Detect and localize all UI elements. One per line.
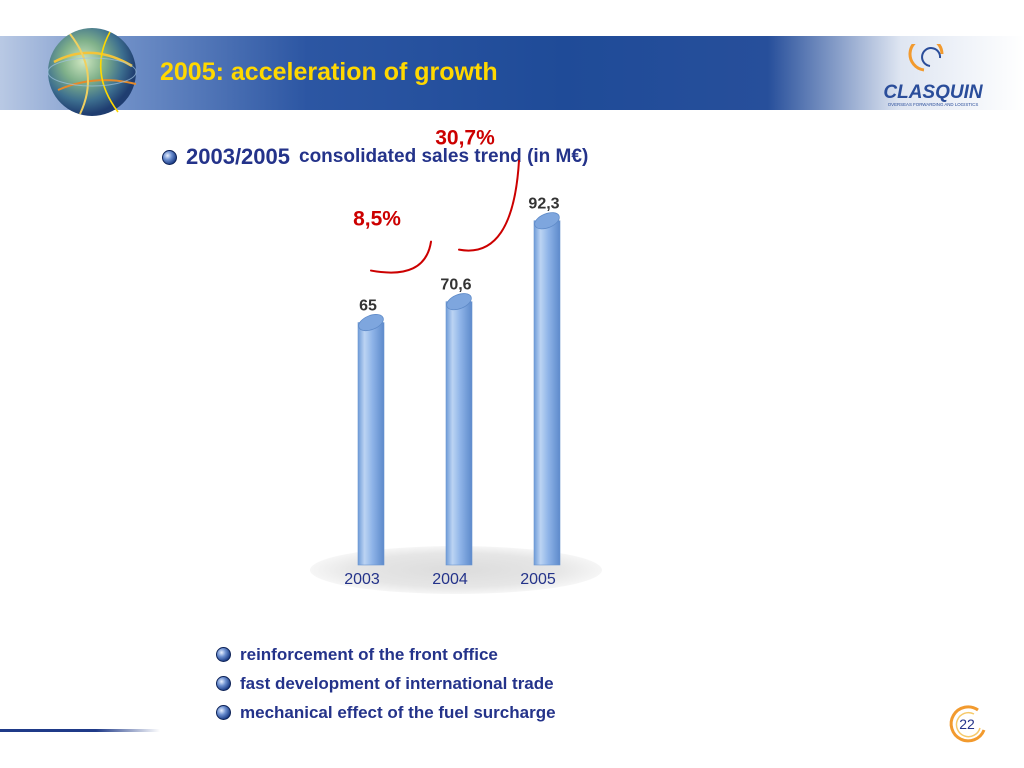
header-band xyxy=(0,36,1024,110)
value-label: 70,6 xyxy=(440,277,471,294)
page-swirl-icon xyxy=(949,705,986,743)
growth-arc xyxy=(458,159,520,252)
list-item: mechanical effect of the fuel surcharge xyxy=(216,698,556,727)
bar-2003 xyxy=(357,314,385,566)
bullet-icon xyxy=(216,647,231,662)
category-label: 2004 xyxy=(432,571,468,588)
value-label: 92,3 xyxy=(528,196,559,213)
bullet-text: mechanical effect of the fuel surcharge xyxy=(240,702,556,722)
bullet-icon xyxy=(216,705,231,720)
growth-label: 30,7% xyxy=(435,127,495,150)
svg-text:CLASQUIN: CLASQUIN xyxy=(883,82,984,103)
growth-arc xyxy=(370,240,432,274)
category-label: 2003 xyxy=(344,571,380,588)
category-label: 2005 xyxy=(520,571,556,588)
bullet-icon xyxy=(216,676,231,691)
chart-subtitle: 2003/2005 consolidated sales trend (in M… xyxy=(162,144,588,170)
bar-2004 xyxy=(445,293,473,566)
list-item: reinforcement of the front office xyxy=(216,640,556,669)
growth-label: 8,5% xyxy=(353,208,401,231)
list-item: fast development of international trade xyxy=(216,669,556,698)
bullet-icon xyxy=(162,149,177,165)
bullet-text: fast development of international trade xyxy=(240,673,554,693)
page-number: 22 xyxy=(959,716,975,732)
slide-title: 2005: acceleration of growth xyxy=(160,58,498,86)
subtitle-years: 2003/2005 xyxy=(186,144,290,169)
value-label: 65 xyxy=(359,298,377,315)
subtitle-text: consolidated sales trend (in M€) xyxy=(299,146,589,167)
bullet-list: reinforcement of the front office fast d… xyxy=(216,640,556,727)
bar-2005 xyxy=(533,212,561,566)
clasquin-logo: CLASQUIN OVERSEAS FORWARDING AND LOGISTI… xyxy=(883,44,984,107)
svg-text:OVERSEAS FORWARDING AND LOGIST: OVERSEAS FORWARDING AND LOGISTICS xyxy=(888,102,979,107)
footer-rule xyxy=(0,729,160,732)
globe-icon xyxy=(47,28,137,116)
bullet-text: reinforcement of the front office xyxy=(240,644,498,664)
